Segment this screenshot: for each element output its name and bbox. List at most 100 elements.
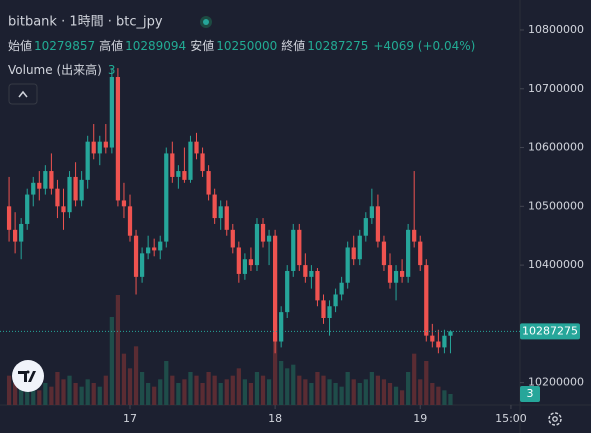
candle-body: [218, 206, 223, 219]
volume-bar: [37, 390, 42, 405]
candle-body: [266, 235, 272, 242]
volume-bar: [412, 353, 417, 405]
candle-body: [260, 223, 266, 242]
candle-body: [91, 141, 96, 154]
volume-bar: [351, 379, 356, 405]
candle-body: [399, 270, 405, 277]
chart-title: bitbank · 1時間 · btc_jpy: [8, 15, 163, 30]
volume-bar: [200, 383, 205, 405]
candle-body: [85, 141, 90, 180]
candle-body: [49, 171, 54, 189]
candle-body: [200, 153, 205, 172]
candle-body: [97, 141, 102, 154]
volume-bar: [97, 386, 102, 405]
last-price-box: [520, 323, 580, 340]
volume-bar: [424, 361, 429, 405]
candle-body: [381, 241, 387, 266]
volume-bar: [297, 375, 302, 405]
candle-body: [327, 306, 332, 319]
volume-bar: [309, 383, 314, 405]
volume-bar: [406, 372, 411, 405]
volume-bar: [55, 372, 60, 405]
label: 始値: [8, 38, 32, 53]
volume-bar: [369, 372, 374, 405]
candle-body: [393, 270, 399, 283]
volume-bar: [442, 390, 447, 405]
volume-bar: [158, 379, 163, 405]
candle-body: [315, 270, 320, 301]
volume-bar: [170, 375, 175, 405]
volume-bar: [43, 383, 48, 405]
label: 終値: [281, 38, 305, 53]
candle-body: [115, 77, 121, 201]
low-value: 10250000: [216, 39, 277, 53]
candle-body: [273, 235, 278, 342]
last-volume-box: [520, 386, 540, 402]
candle-body: [242, 259, 247, 274]
volume-bar: [315, 372, 320, 405]
candle-body: [387, 265, 393, 283]
volume-bar: [357, 383, 362, 405]
candle-body: [448, 331, 453, 336]
volume-bar: [13, 383, 18, 405]
candle-body: [121, 200, 127, 207]
volume-bar: [152, 386, 157, 405]
volume-bar: [260, 375, 266, 405]
candle-body: [406, 229, 411, 277]
volume-bar: [339, 386, 344, 405]
label: Volume (出来高): [8, 62, 102, 77]
candle-body: [424, 265, 429, 336]
volume-bar: [327, 379, 332, 405]
candle-body: [31, 182, 36, 195]
volume-bar: [381, 379, 387, 405]
volume-bar: [303, 379, 308, 405]
logo[interactable]: [12, 360, 44, 392]
volume-bar: [273, 324, 278, 405]
y-tick-label: 10200000: [528, 376, 584, 389]
candle-body: [13, 229, 18, 242]
candle-body: [164, 153, 169, 242]
volume-bar: [85, 379, 90, 405]
candle-body: [248, 259, 254, 266]
volume-bar: [25, 379, 30, 405]
candle-body: [19, 223, 24, 242]
settings-button[interactable]: [548, 412, 562, 426]
last-volume-label: 3: [527, 387, 534, 400]
volume-bar: [133, 346, 139, 405]
y-tick-label: 10500000: [528, 199, 584, 212]
volume-bar: [194, 375, 199, 405]
candle-body: [236, 247, 241, 274]
candle-body: [436, 341, 441, 348]
candle-body: [158, 241, 163, 251]
volume-bar: [115, 295, 121, 405]
volume-bar: [206, 372, 211, 405]
candle-body: [176, 171, 181, 177]
candle-body: [206, 171, 211, 195]
candle-body: [109, 77, 114, 148]
candle-body: [363, 218, 368, 236]
volume-bar: [19, 386, 24, 405]
volume-bar: [127, 368, 133, 405]
volume-bar: [224, 379, 229, 405]
candle-body: [133, 235, 139, 277]
x-tick-label: 15:00: [495, 412, 527, 425]
candle-body: [279, 312, 284, 342]
volume-bar: [49, 386, 54, 405]
candle-body: [67, 176, 72, 213]
candle-body: [103, 141, 108, 148]
candle-body: [224, 206, 229, 230]
candle-body: [43, 171, 48, 189]
volume-bar: [430, 383, 435, 405]
candle-body: [345, 247, 350, 283]
candle-body: [212, 194, 217, 219]
y-tick-label: 10800000: [528, 23, 584, 36]
candle-body: [61, 206, 66, 213]
volume-legend: Volume (出来高) 3: [8, 62, 115, 77]
candle-body: [37, 182, 42, 189]
open-value: 10279857: [34, 39, 95, 53]
collapse-button[interactable]: [8, 83, 38, 105]
volume-bar: [254, 372, 260, 405]
volume-bar: [436, 386, 441, 405]
